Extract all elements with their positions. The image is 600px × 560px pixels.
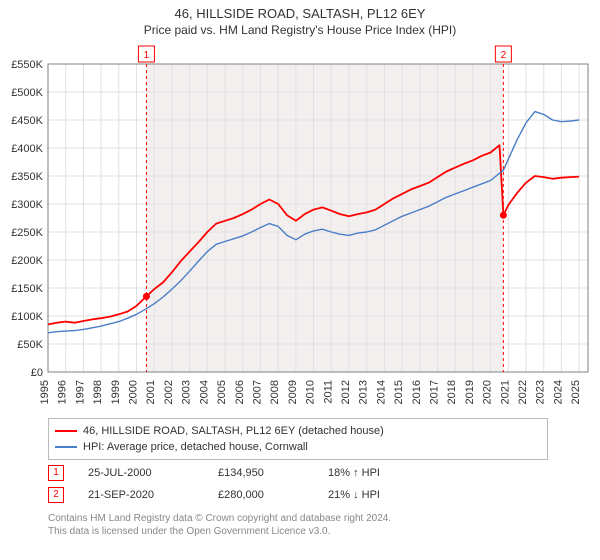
svg-text:£300K: £300K [11,199,43,211]
sale-row: 1 25-JUL-2000 £134,950 18% ↑ HPI [48,462,548,484]
sale-marker-icon: 1 [48,465,64,481]
footer-line: This data is licensed under the Open Gov… [48,525,568,538]
svg-text:2025: 2025 [570,380,582,404]
sale-price: £280,000 [218,489,328,501]
svg-text:2006: 2006 [234,380,246,404]
page-title: 46, HILLSIDE ROAD, SALTASH, PL12 6EY [0,0,600,21]
chart-svg: £0 £50K £100K £150K £200K £250K £300K £350K £400… [0,44,600,414]
svg-text:2011: 2011 [322,380,334,404]
footer: Contains HM Land Registry data © Crown c… [48,512,568,538]
svg-text:2003: 2003 [181,380,193,404]
svg-text:£50K: £50K [17,339,43,351]
svg-text:2014: 2014 [375,380,387,404]
price-chart: £0 £50K £100K £150K £200K £250K £300K £350K £400… [0,44,600,414]
svg-text:1995: 1995 [39,380,51,404]
svg-text:2024: 2024 [552,380,564,404]
svg-text:2013: 2013 [358,380,370,404]
svg-text:2021: 2021 [499,380,511,404]
svg-text:£400K: £400K [11,143,43,155]
footer-line: Contains HM Land Registry data © Crown c… [48,512,568,525]
svg-text:1: 1 [144,50,150,61]
sale-date: 21-SEP-2020 [88,489,218,501]
svg-text:2007: 2007 [251,380,263,404]
svg-text:1999: 1999 [110,380,122,404]
legend-label: 46, HILLSIDE ROAD, SALTASH, PL12 6EY (de… [83,425,384,437]
svg-text:1998: 1998 [92,380,104,404]
svg-text:£550K: £550K [11,59,43,71]
svg-text:1996: 1996 [57,380,69,404]
svg-text:£150K: £150K [11,283,43,295]
svg-text:2012: 2012 [340,380,352,404]
sales-table: 1 25-JUL-2000 £134,950 18% ↑ HPI 2 21-SE… [48,462,548,506]
svg-text:£0: £0 [31,367,43,379]
svg-text:£500K: £500K [11,87,43,99]
svg-text:2018: 2018 [446,380,458,404]
legend: 46, HILLSIDE ROAD, SALTASH, PL12 6EY (de… [48,418,548,460]
svg-text:2005: 2005 [216,380,228,404]
svg-text:2020: 2020 [482,380,494,404]
svg-text:2019: 2019 [464,380,476,404]
svg-text:2008: 2008 [269,380,281,404]
svg-text:2009: 2009 [287,380,299,404]
legend-label: HPI: Average price, detached house, Corn… [83,441,308,453]
sale-hpi: 18% ↑ HPI [328,467,380,479]
svg-text:2017: 2017 [429,380,441,404]
svg-text:£200K: £200K [11,255,43,267]
svg-text:2002: 2002 [163,380,175,404]
sale-row: 2 21-SEP-2020 £280,000 21% ↓ HPI [48,484,548,506]
sale-date: 25-JUL-2000 [88,467,218,479]
svg-text:2016: 2016 [411,380,423,404]
legend-swatch [55,446,77,448]
sale-marker-icon: 2 [48,487,64,503]
page-subtitle: Price paid vs. HM Land Registry's House … [0,21,600,37]
svg-text:2015: 2015 [393,380,405,404]
svg-text:£250K: £250K [11,227,43,239]
svg-text:2022: 2022 [517,380,529,404]
svg-text:1997: 1997 [74,380,86,404]
svg-text:2: 2 [501,50,507,61]
svg-text:2000: 2000 [128,380,140,404]
legend-row: HPI: Average price, detached house, Corn… [55,439,541,455]
sale-hpi: 21% ↓ HPI [328,489,380,501]
legend-swatch [55,430,77,432]
svg-text:£450K: £450K [11,115,43,127]
svg-text:2001: 2001 [145,380,157,404]
svg-text:£100K: £100K [11,311,43,323]
svg-text:2023: 2023 [535,380,547,404]
legend-row: 46, HILLSIDE ROAD, SALTASH, PL12 6EY (de… [55,423,541,439]
svg-text:2010: 2010 [305,380,317,404]
svg-text:2004: 2004 [198,380,210,404]
svg-text:£350K: £350K [11,171,43,183]
sale-price: £134,950 [218,467,328,479]
